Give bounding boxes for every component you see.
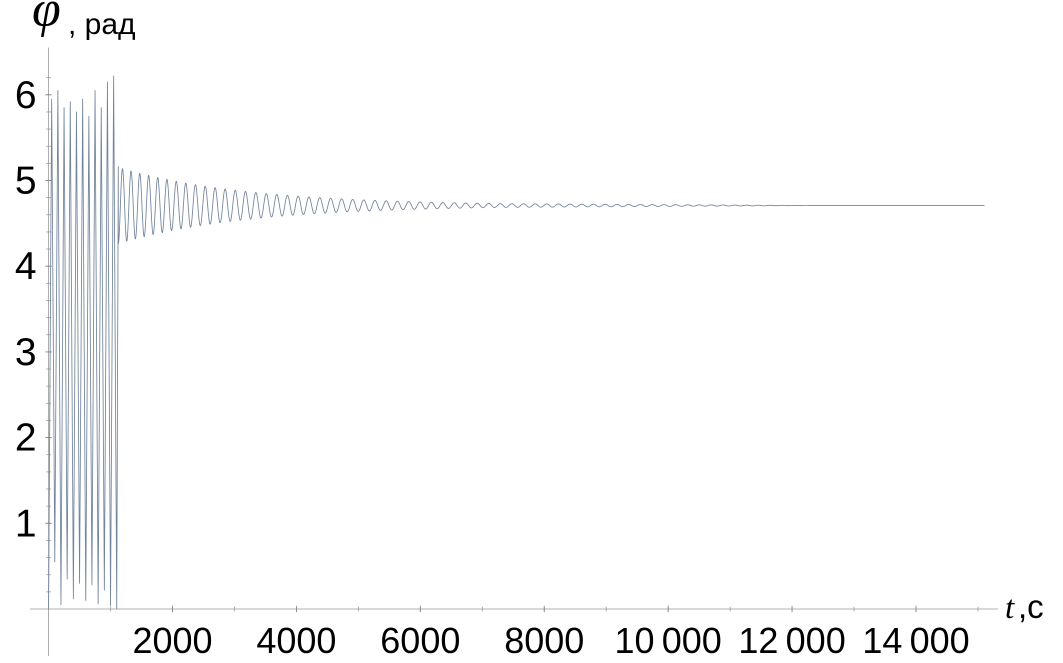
svg-text:4000: 4000: [256, 620, 336, 661]
svg-text:2: 2: [15, 417, 37, 460]
svg-text:2000: 2000: [132, 620, 212, 661]
svg-text:t: t: [1005, 590, 1015, 626]
svg-text:10 000: 10 000: [615, 620, 722, 661]
svg-text:4: 4: [15, 245, 37, 288]
svg-text:,с: ,с: [1018, 588, 1044, 625]
svg-text:14 000: 14 000: [862, 620, 969, 661]
svg-text:3: 3: [15, 331, 37, 374]
svg-text:12 000: 12 000: [738, 620, 845, 661]
svg-text:8000: 8000: [504, 620, 584, 661]
svg-text:5: 5: [15, 160, 37, 203]
svg-text:1: 1: [15, 502, 37, 545]
svg-text:, рад: , рад: [68, 8, 136, 41]
svg-text:φ: φ: [32, 0, 61, 38]
svg-text:6: 6: [15, 74, 37, 117]
svg-text:6000: 6000: [380, 620, 460, 661]
